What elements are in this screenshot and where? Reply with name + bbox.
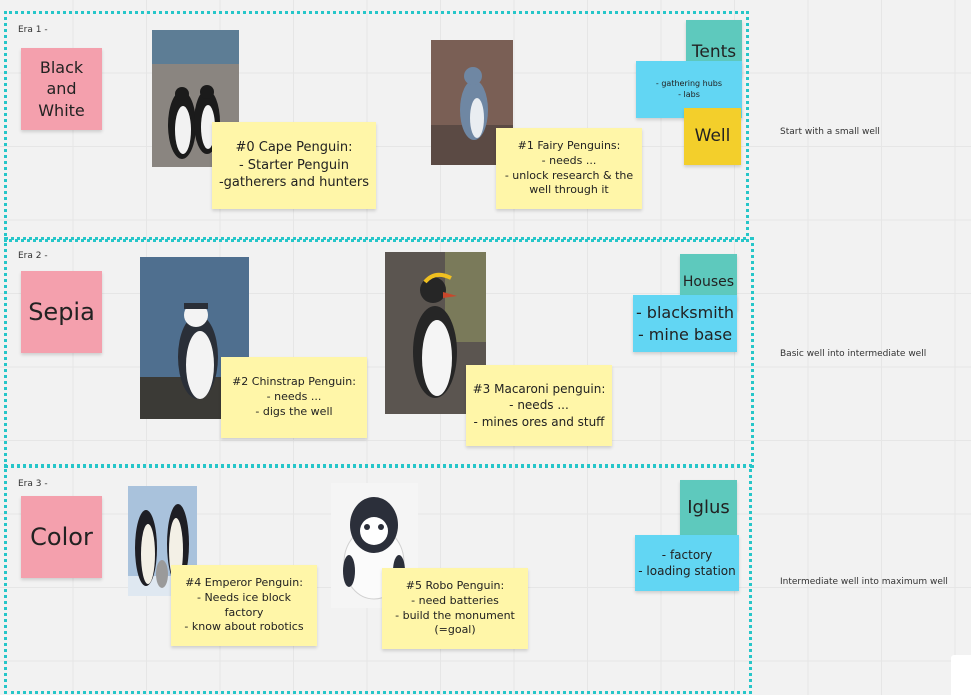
minimap-panel[interactable]: [951, 655, 971, 695]
well-note[interactable]: Well: [684, 108, 741, 165]
iglus-detail-note[interactable]: - factory - loading station: [635, 535, 739, 591]
era-3-title-note[interactable]: Color: [21, 496, 102, 578]
era-3-frame[interactable]: [4, 464, 752, 694]
chinstrap-penguin-photo[interactable]: [140, 257, 249, 419]
macaroni-penguin-card[interactable]: #3 Macaroni penguin: - needs ... - mines…: [466, 365, 612, 446]
robo-penguin-card[interactable]: #5 Robo Penguin: - need batteries - buil…: [382, 568, 528, 649]
cape-penguin-card[interactable]: #0 Cape Penguin: - Starter Penguin -gath…: [212, 122, 376, 209]
era-2-side-note: Basic well into intermediate well: [780, 349, 927, 359]
era-1-side-note: Start with a small well: [780, 127, 880, 137]
emperor-penguin-card[interactable]: #4 Emperor Penguin: - Needs ice block fa…: [171, 565, 317, 646]
era-2-label: Era 2 -: [18, 251, 48, 261]
era-1-label: Era 1 -: [18, 25, 48, 35]
era-1-title-note[interactable]: Black and White: [21, 48, 102, 130]
era-3-label: Era 3 -: [18, 479, 48, 489]
houses-detail-note[interactable]: - blacksmith - mine base: [633, 295, 737, 352]
era-3-side-note: Intermediate well into maximum well: [780, 577, 948, 587]
iglus-note[interactable]: Iglus: [680, 480, 737, 537]
era-2-frame[interactable]: [4, 237, 754, 468]
era-1-frame[interactable]: [4, 11, 749, 242]
fairy-penguin-card[interactable]: #1 Fairy Penguins: - needs ... - unlock …: [496, 128, 642, 209]
cape-penguin-photo[interactable]: [152, 30, 239, 167]
era-2-title-note[interactable]: Sepia: [21, 271, 102, 353]
chinstrap-penguin-card[interactable]: #2 Chinstrap Penguin: - needs ... - digs…: [221, 357, 367, 438]
